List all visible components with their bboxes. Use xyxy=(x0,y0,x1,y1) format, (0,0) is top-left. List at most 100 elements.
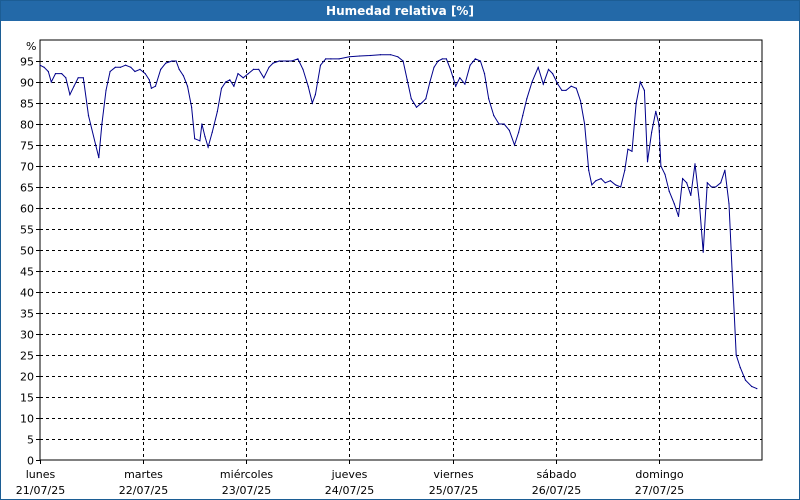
data-point xyxy=(220,87,223,89)
data-point xyxy=(464,83,466,85)
data-point xyxy=(252,68,255,70)
data-point xyxy=(406,79,408,81)
data-point xyxy=(658,123,660,125)
data-point xyxy=(307,85,309,87)
data-point xyxy=(154,85,157,87)
data-point xyxy=(690,194,692,196)
data-point xyxy=(686,182,688,184)
data-point xyxy=(160,68,162,70)
data-point xyxy=(493,115,495,117)
data-point xyxy=(302,68,304,70)
y-tick-label: 70 xyxy=(20,161,34,174)
data-point xyxy=(144,73,146,75)
data-point xyxy=(325,58,327,60)
data-point xyxy=(498,123,500,125)
data-point xyxy=(565,89,567,91)
data-point xyxy=(624,169,626,171)
data-point xyxy=(425,98,427,100)
x-tick-day-label: viernes xyxy=(433,468,473,481)
y-tick-label: 45 xyxy=(20,266,34,279)
y-tick-label: 25 xyxy=(20,350,34,363)
data-point xyxy=(513,144,516,146)
data-point xyxy=(600,178,602,180)
data-point xyxy=(390,54,392,56)
data-point xyxy=(415,106,418,108)
data-point xyxy=(557,83,559,85)
data-point xyxy=(39,64,41,66)
data-point xyxy=(706,182,708,184)
data-point xyxy=(739,367,741,369)
y-tick-label: 15 xyxy=(20,392,34,405)
data-point xyxy=(449,68,452,70)
data-point xyxy=(643,89,646,91)
x-tick-day-label: lunes xyxy=(26,468,56,481)
data-point xyxy=(237,73,239,75)
data-point xyxy=(61,73,63,75)
y-tick-label: 80 xyxy=(20,119,34,132)
y-tick-label: 20 xyxy=(20,371,34,384)
data-point xyxy=(165,62,167,64)
data-point xyxy=(216,110,218,112)
data-point xyxy=(348,56,350,58)
x-tick-day-label: domingo xyxy=(635,468,683,481)
data-point xyxy=(101,123,103,125)
data-points xyxy=(39,54,758,390)
data-point xyxy=(474,58,476,60)
data-point xyxy=(98,157,100,159)
data-point xyxy=(263,77,265,79)
data-point xyxy=(518,131,520,133)
x-tick-date-label: 27/07/25 xyxy=(635,484,684,497)
data-point xyxy=(744,379,747,381)
y-axis-label: % xyxy=(26,40,36,53)
data-point xyxy=(668,190,670,192)
y-tick-label: 90 xyxy=(20,77,34,90)
data-point xyxy=(204,136,206,138)
x-tick-date-label: 24/07/25 xyxy=(325,484,374,497)
data-point xyxy=(82,77,84,79)
data-point xyxy=(702,251,704,253)
data-point xyxy=(614,184,617,186)
data-point xyxy=(445,58,447,60)
y-tick-label: 65 xyxy=(20,182,34,195)
data-point xyxy=(469,64,471,66)
data-point xyxy=(284,60,287,62)
data-point xyxy=(639,81,641,83)
data-point xyxy=(660,165,662,167)
data-point xyxy=(314,94,316,96)
data-point xyxy=(114,66,116,68)
data-point xyxy=(242,77,244,79)
data-point xyxy=(751,385,753,388)
data-point xyxy=(588,169,590,171)
y-tick-label: 5 xyxy=(27,434,34,447)
data-point xyxy=(338,58,340,60)
data-point xyxy=(694,163,696,165)
data-point xyxy=(258,68,260,70)
data-point xyxy=(429,81,431,83)
data-point xyxy=(369,54,371,57)
y-tick-label: 50 xyxy=(20,245,34,258)
data-point xyxy=(77,77,79,79)
data-point xyxy=(547,68,550,70)
data-point xyxy=(379,54,381,56)
data-point xyxy=(402,60,404,62)
data-point xyxy=(698,199,700,201)
data-point xyxy=(171,60,173,62)
data-point xyxy=(247,73,249,75)
data-point xyxy=(291,60,293,62)
x-tick-date-label: 23/07/25 xyxy=(222,484,271,497)
data-point xyxy=(105,89,107,91)
data-point xyxy=(604,182,606,184)
data-point xyxy=(441,58,443,60)
y-tick-label: 75 xyxy=(20,140,34,153)
data-point xyxy=(531,81,533,83)
data-point xyxy=(150,87,152,89)
data-point xyxy=(233,85,235,87)
data-point xyxy=(561,89,563,91)
data-point xyxy=(95,144,97,146)
data-point xyxy=(579,100,582,102)
data-point xyxy=(229,79,231,81)
data-point xyxy=(437,60,439,62)
data-point xyxy=(537,66,539,68)
x-axis: lunes 21/07/25 martes 22/07/25 miércoles 23/0… xyxy=(16,460,684,497)
